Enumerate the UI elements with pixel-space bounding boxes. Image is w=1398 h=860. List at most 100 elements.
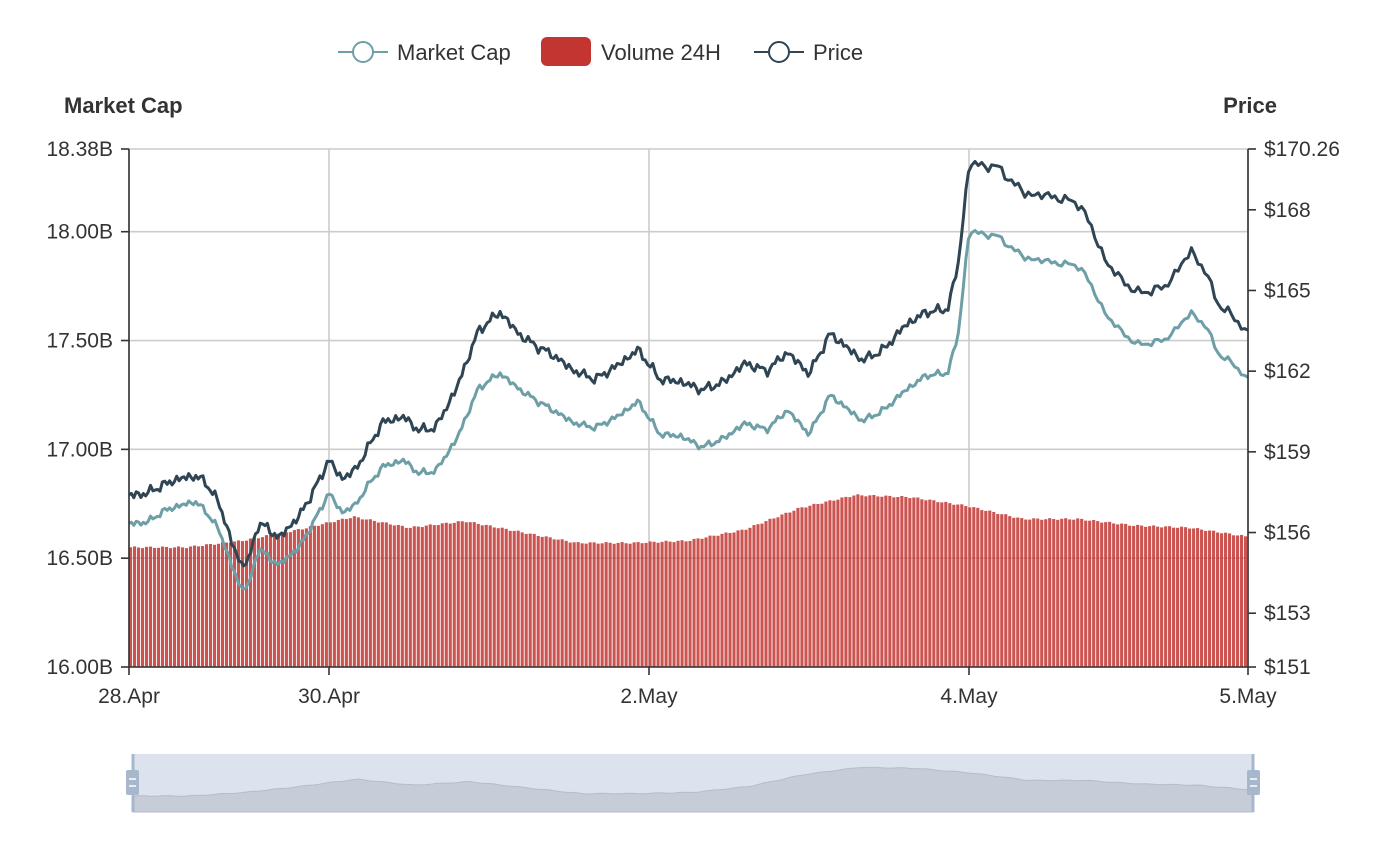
volume-bar bbox=[336, 520, 340, 667]
x-tick-label: 2.May bbox=[620, 685, 678, 708]
data-zoom-slider[interactable] bbox=[126, 754, 1260, 813]
volume-bar bbox=[1056, 519, 1060, 667]
volume-bar bbox=[940, 502, 944, 667]
volume-bar bbox=[800, 507, 804, 667]
volume-bar bbox=[1100, 522, 1104, 667]
legend-item-price[interactable]: Price bbox=[754, 40, 863, 65]
legend-item-market-cap[interactable]: Market Cap bbox=[338, 40, 511, 65]
volume-bar bbox=[1004, 514, 1008, 667]
volume-bar bbox=[140, 548, 145, 667]
volume-bar bbox=[808, 505, 812, 667]
volume-bar bbox=[904, 496, 908, 667]
volume-bar bbox=[1124, 523, 1128, 667]
volume-bar bbox=[900, 496, 904, 667]
volume-bar bbox=[888, 495, 892, 667]
volume-bar bbox=[1176, 527, 1180, 667]
volume-bar bbox=[1096, 521, 1100, 667]
volume-bar bbox=[1236, 535, 1240, 667]
volume-bar bbox=[632, 542, 636, 667]
volume-bar bbox=[448, 523, 452, 667]
volume-bar bbox=[144, 546, 149, 667]
left-axis-ticks: 18.38B 18.00B 17.50B 17.00B 16.50B 16.00B bbox=[46, 138, 129, 679]
volume-bar bbox=[404, 527, 408, 667]
volume-bar bbox=[1068, 519, 1072, 667]
volume-bar bbox=[556, 539, 560, 667]
x-tick-label: 30.Apr bbox=[298, 685, 360, 708]
volume-bar bbox=[996, 514, 1000, 667]
volume-bar bbox=[1076, 518, 1080, 667]
volume-bar bbox=[316, 525, 320, 667]
right-tick-label: $162 bbox=[1264, 360, 1311, 383]
volume-bar bbox=[1232, 535, 1236, 667]
volume-bar bbox=[892, 497, 896, 667]
volume-bar bbox=[516, 530, 520, 667]
volume-bar bbox=[292, 530, 296, 667]
volume-bar bbox=[304, 528, 308, 667]
volume-bar bbox=[164, 546, 169, 667]
volume-bar bbox=[1148, 526, 1152, 667]
volume-bar bbox=[188, 546, 193, 667]
volume-bar bbox=[988, 510, 992, 667]
volume-bar bbox=[532, 533, 536, 667]
legend-market-cap-label: Market Cap bbox=[397, 40, 511, 65]
left-tick-label: 16.00B bbox=[46, 656, 113, 679]
volume-bar bbox=[1144, 526, 1148, 667]
volume-bar bbox=[964, 506, 968, 667]
volume-bar bbox=[464, 522, 468, 667]
volume-bar bbox=[672, 542, 676, 667]
zoom-right-handle[interactable] bbox=[1247, 770, 1260, 795]
volume-bar bbox=[248, 538, 252, 667]
volume-bar bbox=[840, 497, 844, 667]
volume-bar bbox=[444, 522, 448, 667]
left-tick-label: 18.00B bbox=[46, 221, 113, 244]
volume-bar bbox=[1212, 530, 1216, 667]
volume-bar bbox=[916, 497, 920, 667]
zoom-preview bbox=[132, 766, 1254, 813]
volume-bar bbox=[1208, 530, 1212, 667]
volume-bar bbox=[1080, 518, 1084, 667]
volume-bar bbox=[180, 547, 185, 667]
volume-bar bbox=[788, 512, 792, 667]
volume-bar bbox=[328, 522, 332, 667]
volume-bar bbox=[884, 495, 888, 667]
volume-bar bbox=[236, 540, 240, 667]
volume-bar bbox=[580, 543, 584, 667]
volume-bar bbox=[368, 519, 372, 667]
volume-bar bbox=[576, 542, 580, 667]
volume-bar bbox=[648, 541, 652, 667]
right-tick-label: $165 bbox=[1264, 279, 1311, 302]
volume-bar bbox=[320, 524, 324, 667]
volume-bar bbox=[1060, 518, 1064, 667]
volume-bar bbox=[356, 517, 360, 667]
volume-bar bbox=[392, 525, 396, 667]
zoom-left-handle[interactable] bbox=[126, 770, 139, 795]
volume-bar bbox=[324, 522, 328, 667]
volume-bar bbox=[636, 542, 640, 667]
volume-bar bbox=[736, 530, 740, 667]
volume-bar bbox=[772, 518, 776, 667]
volume-bar bbox=[616, 542, 620, 667]
volume-bar bbox=[540, 536, 544, 667]
volume-bar bbox=[608, 542, 612, 667]
volume-bar bbox=[820, 503, 824, 667]
legend-item-volume[interactable]: Volume 24H bbox=[541, 37, 721, 66]
volume-bar bbox=[868, 495, 872, 667]
right-axis-title: Price bbox=[1223, 93, 1277, 118]
volume-bar bbox=[420, 527, 424, 667]
volume-bar bbox=[724, 532, 728, 667]
volume-bar bbox=[212, 544, 217, 667]
legend[interactable]: Market Cap Volume 24H Price bbox=[338, 37, 863, 66]
volume-bar bbox=[920, 499, 924, 667]
volume-bar bbox=[956, 504, 960, 667]
right-tick-label: $151 bbox=[1264, 656, 1311, 679]
volume-bar bbox=[744, 529, 748, 667]
volume-bar bbox=[400, 525, 404, 667]
volume-bar bbox=[664, 540, 668, 667]
volume-bar bbox=[1028, 519, 1032, 667]
volume-bar bbox=[260, 537, 264, 667]
volume-bar bbox=[600, 543, 604, 667]
volume-bar bbox=[1132, 525, 1136, 667]
volume-bar bbox=[1040, 519, 1044, 667]
volume-bar bbox=[192, 545, 197, 667]
volume-bar bbox=[816, 504, 820, 667]
